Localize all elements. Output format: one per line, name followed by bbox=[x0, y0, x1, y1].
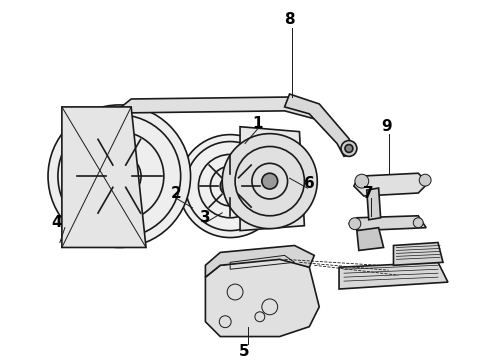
Polygon shape bbox=[240, 127, 304, 231]
Circle shape bbox=[262, 173, 278, 189]
Polygon shape bbox=[121, 97, 314, 121]
Polygon shape bbox=[349, 216, 426, 231]
Text: 4: 4 bbox=[51, 215, 62, 230]
Polygon shape bbox=[339, 262, 448, 289]
Polygon shape bbox=[354, 173, 428, 196]
Text: 3: 3 bbox=[200, 210, 211, 225]
Circle shape bbox=[345, 144, 353, 152]
Circle shape bbox=[341, 140, 357, 156]
Circle shape bbox=[379, 267, 389, 277]
Text: 2: 2 bbox=[171, 185, 181, 201]
Circle shape bbox=[222, 134, 317, 229]
Circle shape bbox=[48, 105, 191, 247]
Polygon shape bbox=[357, 228, 384, 251]
Circle shape bbox=[355, 174, 369, 188]
Polygon shape bbox=[62, 107, 146, 247]
Polygon shape bbox=[205, 257, 319, 337]
Polygon shape bbox=[393, 243, 443, 265]
Text: 1: 1 bbox=[253, 116, 263, 131]
Circle shape bbox=[179, 135, 282, 238]
Polygon shape bbox=[367, 188, 381, 220]
Circle shape bbox=[349, 218, 361, 230]
Polygon shape bbox=[285, 94, 354, 156]
Circle shape bbox=[419, 174, 431, 186]
Circle shape bbox=[109, 166, 129, 186]
Text: 6: 6 bbox=[304, 176, 315, 191]
Circle shape bbox=[413, 218, 423, 228]
Text: 5: 5 bbox=[239, 344, 249, 359]
Text: 9: 9 bbox=[381, 119, 392, 134]
Text: 7: 7 bbox=[364, 185, 374, 201]
Circle shape bbox=[220, 176, 240, 196]
Text: 8: 8 bbox=[284, 12, 295, 27]
Polygon shape bbox=[205, 246, 314, 277]
